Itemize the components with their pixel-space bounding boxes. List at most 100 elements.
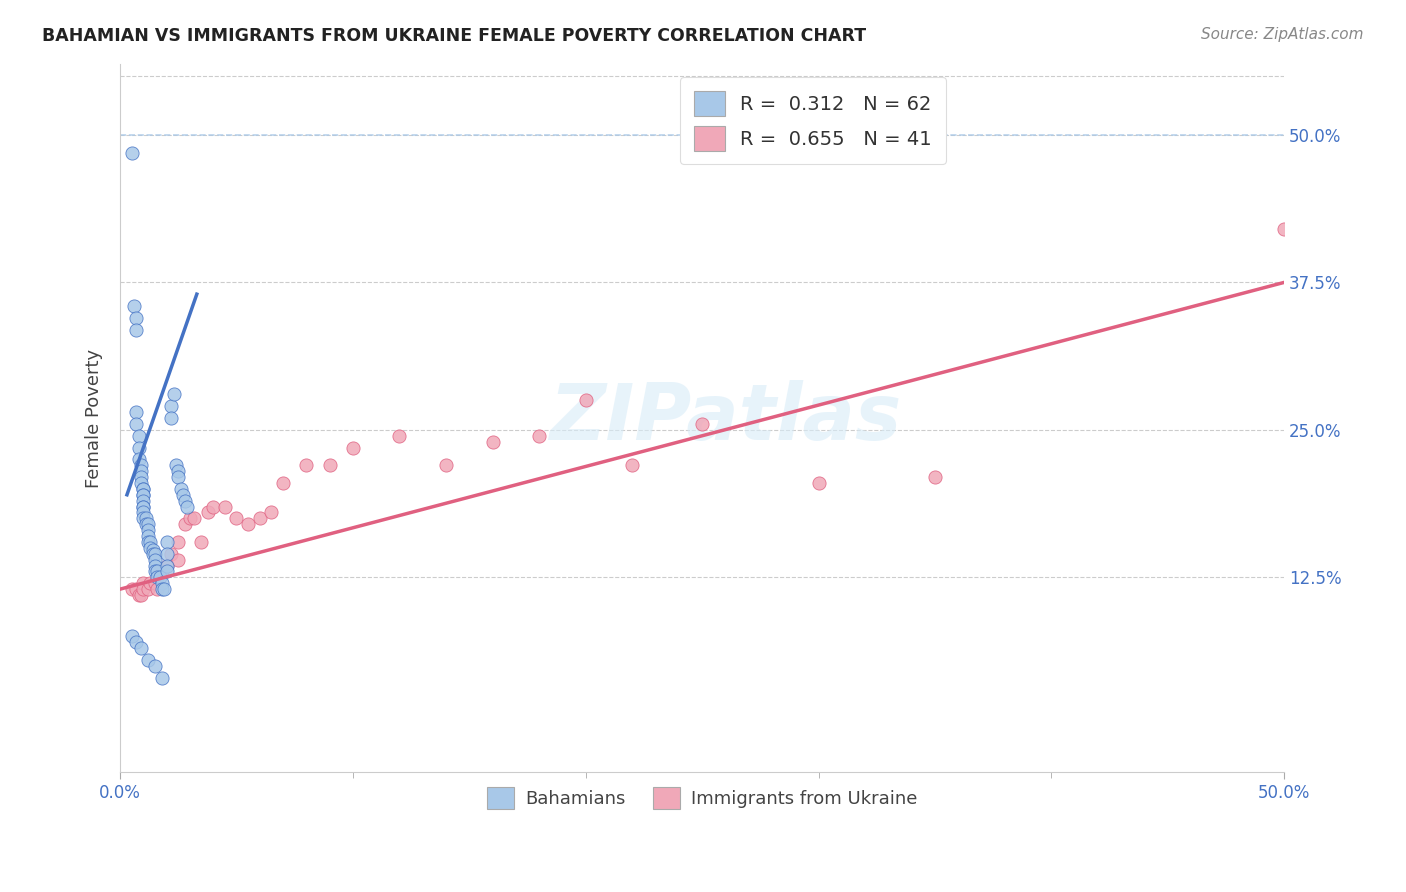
Point xyxy=(146,570,169,584)
Point xyxy=(129,470,152,484)
Point xyxy=(249,511,271,525)
Point xyxy=(155,547,177,561)
Point xyxy=(146,565,169,579)
Point xyxy=(139,535,162,549)
Point xyxy=(132,500,155,514)
Point xyxy=(143,565,166,579)
Point xyxy=(136,523,159,537)
Point xyxy=(136,535,159,549)
Point xyxy=(690,417,713,431)
Point xyxy=(197,506,219,520)
Point xyxy=(135,511,157,525)
Point xyxy=(155,535,177,549)
Point xyxy=(190,535,212,549)
Point xyxy=(295,458,318,473)
Point xyxy=(527,429,550,443)
Point xyxy=(167,535,190,549)
Point xyxy=(128,441,150,455)
Point xyxy=(132,488,155,502)
Point xyxy=(136,517,159,532)
Point xyxy=(129,464,152,478)
Point xyxy=(128,452,150,467)
Point xyxy=(150,576,173,591)
Point xyxy=(148,570,170,584)
Point xyxy=(121,582,143,597)
Point xyxy=(155,558,177,573)
Point xyxy=(122,299,145,313)
Point xyxy=(150,565,173,579)
Point xyxy=(434,458,457,473)
Point xyxy=(388,429,411,443)
Point xyxy=(155,558,177,573)
Point xyxy=(125,582,148,597)
Point xyxy=(148,565,170,579)
Point xyxy=(172,488,194,502)
Point xyxy=(165,458,187,473)
Point xyxy=(135,517,157,532)
Point xyxy=(132,576,155,591)
Point xyxy=(139,576,162,591)
Point xyxy=(167,552,190,566)
Point xyxy=(143,576,166,591)
Point xyxy=(132,500,155,514)
Point xyxy=(153,582,176,597)
Point xyxy=(160,399,183,413)
Point xyxy=(125,310,148,325)
Point xyxy=(132,493,155,508)
Text: ZIPatlas: ZIPatlas xyxy=(550,380,901,456)
Point xyxy=(143,552,166,566)
Point xyxy=(481,434,503,449)
Point xyxy=(342,441,364,455)
Point xyxy=(142,547,165,561)
Point xyxy=(174,493,197,508)
Point xyxy=(136,529,159,543)
Point xyxy=(132,488,155,502)
Point xyxy=(136,653,159,667)
Point xyxy=(132,511,155,525)
Legend: Bahamians, Immigrants from Ukraine: Bahamians, Immigrants from Ukraine xyxy=(479,780,924,816)
Point xyxy=(121,145,143,160)
Point xyxy=(318,458,340,473)
Point xyxy=(183,511,205,525)
Point xyxy=(162,387,184,401)
Point xyxy=(132,482,155,496)
Point xyxy=(160,411,183,425)
Text: Source: ZipAtlas.com: Source: ZipAtlas.com xyxy=(1201,27,1364,42)
Point xyxy=(202,500,225,514)
Point xyxy=(924,470,946,484)
Point xyxy=(179,511,201,525)
Point xyxy=(174,517,197,532)
Y-axis label: Female Poverty: Female Poverty xyxy=(86,349,103,488)
Point xyxy=(169,482,191,496)
Point xyxy=(807,475,830,490)
Text: BAHAMIAN VS IMMIGRANTS FROM UKRAINE FEMALE POVERTY CORRELATION CHART: BAHAMIAN VS IMMIGRANTS FROM UKRAINE FEMA… xyxy=(42,27,866,45)
Point xyxy=(225,511,247,525)
Point xyxy=(260,506,283,520)
Point xyxy=(236,517,259,532)
Point xyxy=(129,641,152,656)
Point xyxy=(146,582,169,597)
Point xyxy=(129,458,152,473)
Point xyxy=(132,506,155,520)
Point xyxy=(621,458,644,473)
Point xyxy=(129,475,152,490)
Point xyxy=(167,470,190,484)
Point xyxy=(214,500,236,514)
Point xyxy=(132,582,155,597)
Point xyxy=(167,464,190,478)
Point xyxy=(128,588,150,602)
Point xyxy=(575,393,598,408)
Point xyxy=(125,405,148,419)
Point xyxy=(176,500,198,514)
Point xyxy=(1272,222,1295,236)
Point xyxy=(150,671,173,685)
Point xyxy=(160,547,183,561)
Point xyxy=(121,629,143,643)
Point xyxy=(125,417,148,431)
Point xyxy=(143,547,166,561)
Point xyxy=(132,482,155,496)
Point xyxy=(129,588,152,602)
Point xyxy=(128,429,150,443)
Point xyxy=(125,322,148,336)
Point xyxy=(139,541,162,555)
